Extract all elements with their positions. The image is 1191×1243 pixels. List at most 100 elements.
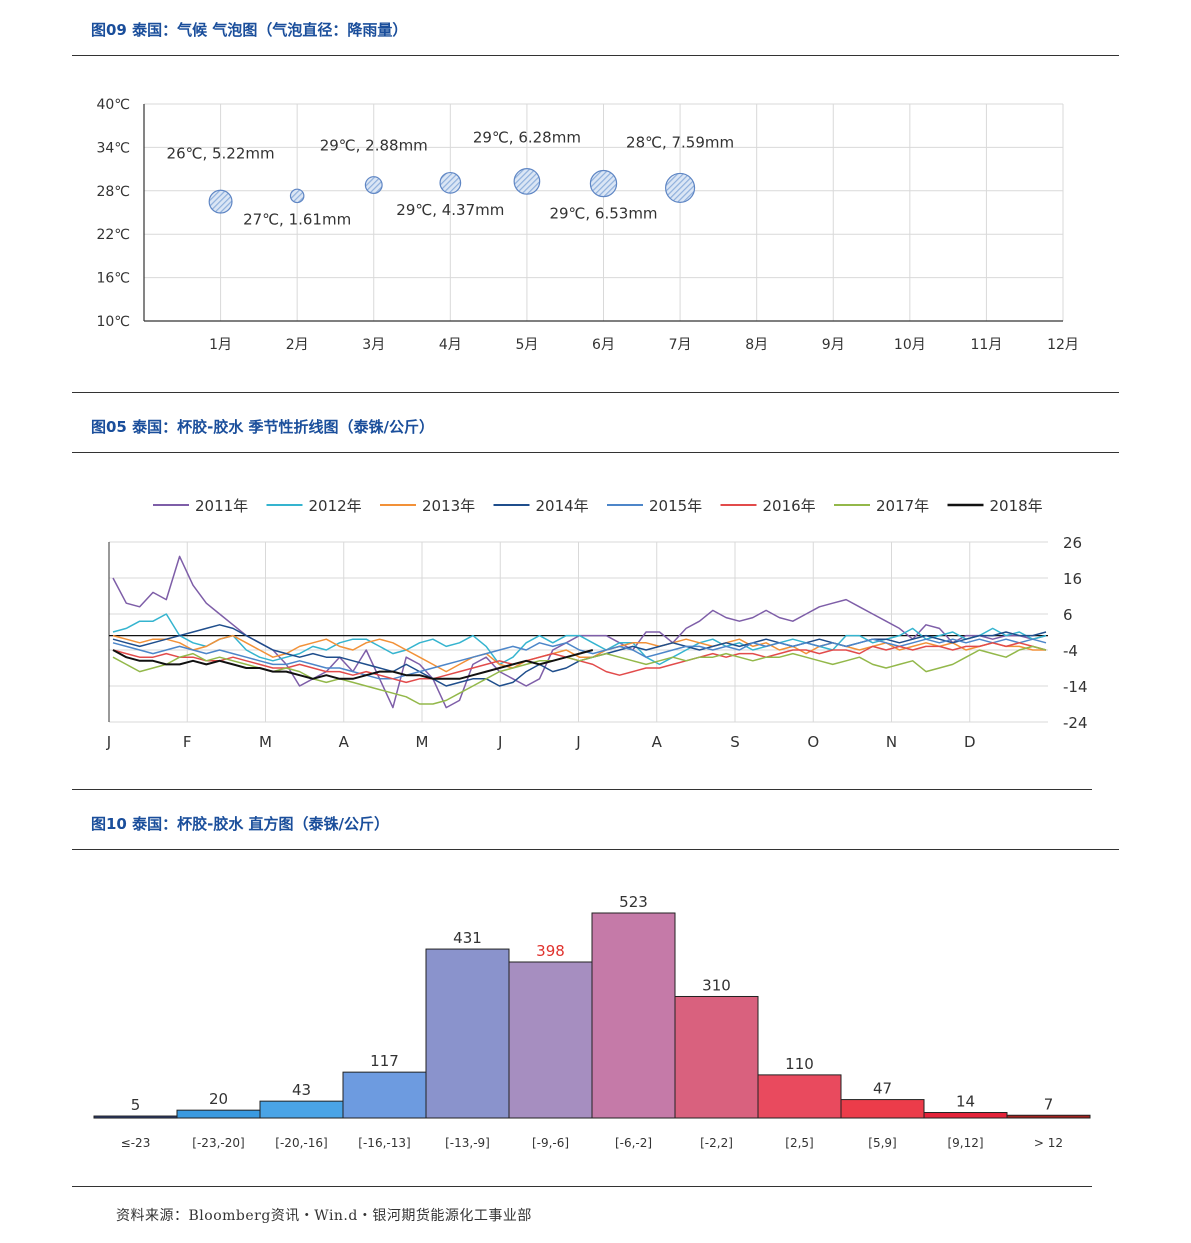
x-category-label: [-20,-16] — [275, 1136, 327, 1150]
x-category-label: [-2,2] — [700, 1136, 733, 1150]
y-tick-label: 28℃ — [96, 184, 130, 200]
bar-value-label: 523 — [619, 893, 648, 911]
x-tick-label: O — [807, 733, 819, 751]
bubble-label: 29℃, 2.88mm — [320, 137, 428, 155]
histogram-bar — [757, 1074, 842, 1119]
x-tick-label: N — [886, 733, 897, 751]
x-tick-label: 5月 — [515, 337, 538, 353]
divider — [72, 452, 1119, 453]
histogram-bar — [259, 1100, 344, 1119]
x-tick-label: M — [416, 733, 429, 751]
x-tick-label: 11月 — [971, 337, 1003, 353]
source-note: 资料来源：Bloomberg资讯・Win.d・银河期货能源化工事业部 — [116, 1208, 532, 1224]
histogram-bar — [508, 961, 593, 1119]
y-tick-label: 40℃ — [96, 97, 130, 113]
y-tick-label: -4 — [1063, 642, 1078, 660]
histogram-bar — [176, 1109, 261, 1119]
x-category-label: [2,5] — [785, 1136, 813, 1150]
y-tick-label: 16℃ — [96, 271, 130, 287]
divider — [72, 849, 1119, 850]
x-tick-label: 12月 — [1047, 337, 1079, 353]
x-tick-label: A — [652, 733, 663, 751]
x-tick-label: S — [730, 733, 740, 751]
legend-label: 2018年 — [990, 497, 1043, 515]
series-line — [112, 645, 1047, 705]
divider — [72, 789, 1092, 790]
bubble-label: 28℃, 7.59mm — [626, 133, 734, 151]
series-line — [112, 634, 1046, 673]
x-tick-label: 9月 — [822, 337, 845, 353]
x-tick-label: 7月 — [669, 337, 692, 353]
x-category-label: [-6,-2] — [615, 1136, 652, 1150]
bubble — [665, 172, 696, 203]
x-tick-label: 10月 — [894, 337, 926, 353]
x-category-label: [-23,-20] — [192, 1136, 244, 1150]
legend-label: 2014年 — [536, 497, 589, 515]
divider — [72, 55, 1119, 56]
legend-label: 2017年 — [876, 497, 929, 515]
bubble — [289, 188, 305, 204]
histogram-bar — [840, 1099, 925, 1119]
x-tick-label: J — [497, 733, 502, 751]
histogram-bar — [342, 1071, 427, 1119]
y-tick-label: 16 — [1063, 570, 1082, 588]
x-tick-label: 1月 — [209, 337, 232, 353]
y-tick-label: 34℃ — [96, 140, 130, 156]
legend-label: 2015年 — [649, 497, 702, 515]
legend-label: 2016年 — [763, 497, 816, 515]
bubble-label: 29℃, 4.37mm — [396, 201, 504, 219]
x-category-label: [-9,-6] — [532, 1136, 569, 1150]
bar-value-label: 7 — [1044, 1095, 1054, 1113]
seasonal-line-chart: 2011年 2012年 2013年 2014年 2015年 2016年 2017年 2018年… — [106, 497, 1088, 751]
bubble — [208, 189, 233, 214]
legend-label: 2011年 — [195, 497, 248, 515]
bar-value-label: 431 — [453, 929, 482, 947]
x-category-label: ≤-23 — [121, 1136, 151, 1150]
bar-value-label: 43 — [292, 1081, 311, 1099]
bubble — [589, 169, 618, 198]
legend-label: 2012年 — [309, 497, 362, 515]
y-tick-label: 6 — [1063, 606, 1073, 624]
bubble-chart-title: 图09 泰国：气候 气泡图（气泡直径：降雨量） — [91, 21, 408, 39]
x-category-label: [-16,-13] — [358, 1136, 410, 1150]
x-tick-label: 6月 — [592, 337, 615, 353]
histogram-bar — [923, 1112, 1008, 1119]
bar-value-label: 117 — [370, 1052, 399, 1070]
y-tick-label: 26 — [1063, 534, 1082, 552]
bar-value-label: 310 — [702, 976, 731, 994]
x-category-label: [-13,-9] — [445, 1136, 490, 1150]
x-tick-label: 8月 — [745, 337, 768, 353]
x-category-label: [5,9] — [868, 1136, 896, 1150]
bubble-label: 29℃, 6.53mm — [549, 205, 657, 223]
x-tick-label: A — [339, 733, 350, 751]
series-line — [112, 638, 1047, 680]
y-tick-label: -14 — [1063, 678, 1088, 696]
x-tick-label: 3月 — [362, 337, 385, 353]
bubble — [364, 176, 383, 194]
series-line — [112, 649, 594, 680]
divider — [72, 1186, 1092, 1187]
x-tick-label: J — [575, 733, 580, 751]
bubble — [439, 171, 462, 194]
bar-value-label: 14 — [956, 1093, 975, 1111]
x-tick-label: 4月 — [439, 337, 462, 353]
x-category-label: > 12 — [1034, 1136, 1063, 1150]
histogram-bar — [591, 912, 676, 1119]
y-tick-label: -24 — [1063, 714, 1088, 732]
x-category-label: [9,12] — [947, 1136, 983, 1150]
histogram-title: 图10 泰国：杯胶-胶水 直方图（泰铢/公斤） — [91, 815, 390, 833]
bubble-label: 26℃, 5.22mm — [167, 144, 275, 162]
histogram-bar — [674, 995, 759, 1119]
seasonal-chart-title: 图05 泰国：杯胶-胶水 季节性折线图（泰铢/公斤） — [91, 418, 435, 436]
x-tick-label: 2月 — [286, 337, 309, 353]
y-tick-label: 22℃ — [96, 227, 130, 243]
legend-label: 2013年 — [422, 497, 475, 515]
x-tick-label: J — [106, 733, 111, 751]
histogram-chart: 5 ≤-23 20 [-23,-20] 43 [-20,-16] 117 [-16,-13] 4… — [93, 893, 1091, 1150]
bar-value-label: 20 — [209, 1090, 228, 1108]
bubble-chart: 40℃ 34℃ 28℃ 22℃ 16℃ 10℃ 1月 2月 3月 4月 5月 6月 7月 8月 9月 10月 1… — [96, 97, 1079, 353]
bar-value-label: 47 — [873, 1080, 892, 1098]
bar-value-label: 110 — [785, 1055, 814, 1073]
bar-value-label: 398 — [536, 942, 565, 960]
y-tick-label: 10℃ — [96, 314, 130, 330]
